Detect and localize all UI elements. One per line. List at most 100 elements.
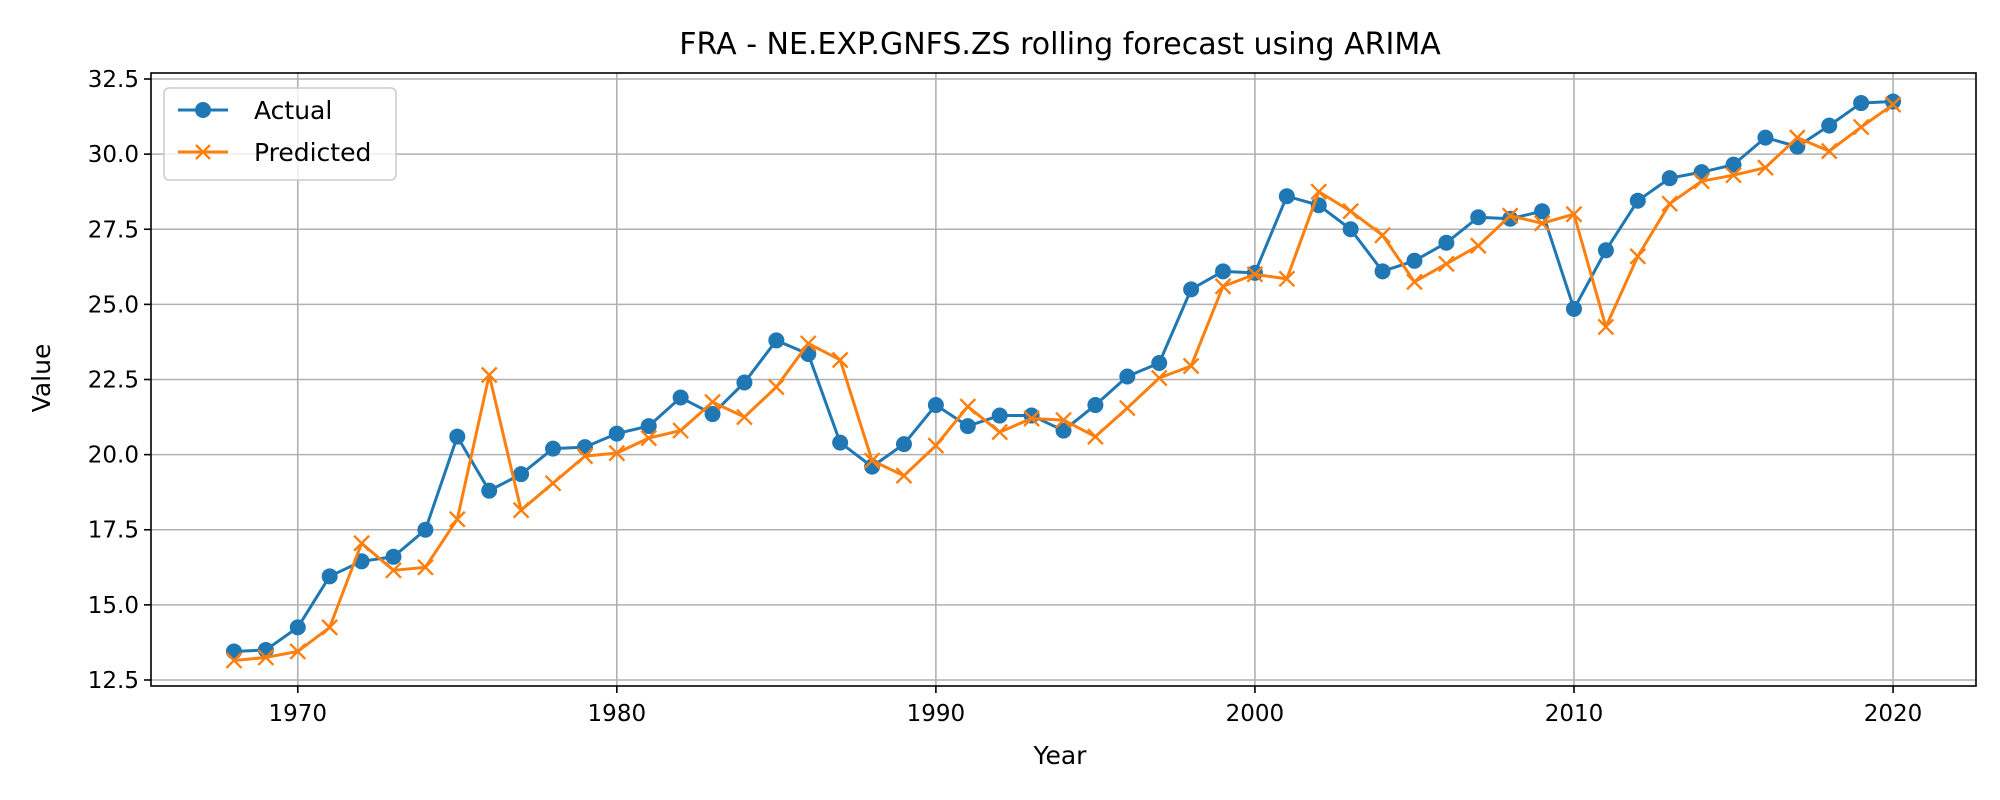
data-point-predicted: [1214, 277, 1232, 295]
data-point-actual: [1629, 192, 1646, 209]
data-point-actual: [1151, 354, 1168, 371]
data-point-actual: [417, 521, 434, 538]
data-point-actual: [1693, 164, 1710, 181]
legend-marker-predicted: [195, 144, 211, 160]
data-point-actual: [1119, 368, 1136, 385]
data-point-actual: [768, 332, 785, 349]
data-point-predicted: [1087, 428, 1104, 445]
data-point-predicted: [385, 561, 402, 579]
data-point-predicted: [576, 447, 594, 465]
data-point-actual: [672, 389, 689, 406]
data-point-predicted: [1629, 247, 1647, 265]
series: [225, 93, 1902, 669]
series-predicted: [225, 96, 1902, 669]
data-point-actual: [1757, 129, 1774, 146]
data-point-actual: [1342, 221, 1359, 238]
y-tick-label: 25.0: [88, 292, 139, 318]
data-point-predicted: [448, 510, 466, 528]
data-point-actual: [895, 436, 912, 453]
data-point-actual: [991, 407, 1008, 424]
data-point-actual: [1534, 203, 1551, 220]
data-point-predicted: [704, 393, 721, 411]
data-point-predicted: [1757, 159, 1774, 177]
data-point-actual: [1565, 300, 1582, 317]
data-point-actual: [1183, 281, 1200, 298]
data-point-actual: [321, 568, 338, 585]
y-tick-label: 17.5: [88, 518, 139, 544]
data-point-actual: [1055, 422, 1072, 439]
data-point-predicted: [1565, 205, 1583, 223]
x-tick-label: 2020: [1864, 701, 1923, 727]
x-tick-label: 1970: [268, 701, 327, 727]
data-point-actual: [736, 374, 753, 391]
data-point-predicted: [1182, 357, 1200, 375]
x-tick-label: 2000: [1226, 701, 1285, 727]
data-point-predicted: [1501, 207, 1519, 225]
legend-label-predicted: Predicted: [254, 138, 371, 167]
data-point-predicted: [1661, 195, 1679, 213]
data-point-actual: [513, 466, 530, 483]
data-point-actual: [1278, 188, 1295, 205]
data-point-predicted: [1246, 265, 1264, 283]
y-tick-label: 30.0: [88, 142, 139, 168]
data-point-actual: [1374, 263, 1391, 280]
data-point-actual: [576, 439, 593, 456]
y-tick-label: 20.0: [88, 443, 139, 469]
data-point-predicted: [1788, 129, 1806, 146]
legend-marker-actual: [195, 102, 211, 118]
data-point-actual: [1725, 156, 1742, 173]
data-point-predicted: [927, 437, 945, 454]
data-point-predicted: [512, 501, 530, 519]
data-point-predicted: [895, 467, 913, 485]
chart-title: FRA - NE.EXP.GNFS.ZS rolling forecast us…: [679, 27, 1441, 62]
data-point-predicted: [1374, 226, 1391, 244]
data-point-actual: [1853, 95, 1870, 112]
data-point-actual: [1438, 234, 1455, 251]
data-point-predicted: [768, 378, 785, 396]
data-point-actual: [1821, 117, 1838, 134]
data-point-predicted: [544, 474, 562, 492]
data-point-predicted: [640, 429, 658, 447]
data-point-predicted: [1438, 255, 1455, 273]
data-point-predicted: [480, 366, 498, 384]
data-point-predicted: [1693, 172, 1710, 190]
data-point-predicted: [863, 452, 881, 469]
y-tick-label: 15.0: [88, 593, 139, 619]
data-point-actual: [1215, 263, 1232, 280]
data-point-predicted: [353, 534, 370, 552]
grid: [151, 73, 1976, 686]
data-point-actual: [640, 418, 657, 435]
y-axis-label: Value: [27, 344, 56, 413]
data-point-predicted: [1597, 318, 1615, 336]
data-point-predicted: [1469, 237, 1487, 255]
data-point-actual: [927, 397, 944, 414]
data-point-predicted: [1118, 399, 1136, 417]
data-point-predicted: [1310, 183, 1328, 201]
data-point-predicted: [257, 649, 275, 666]
data-point-predicted: [991, 423, 1009, 441]
y-tick-label: 32.5: [88, 67, 139, 93]
data-point-actual: [1470, 209, 1487, 226]
data-point-predicted: [1023, 410, 1040, 427]
data-point-actual: [449, 428, 466, 445]
data-point-predicted: [736, 408, 753, 426]
data-point-predicted: [1820, 142, 1838, 160]
data-point-actual: [289, 619, 306, 636]
y-tick-label: 22.5: [88, 368, 139, 394]
data-point-predicted: [1884, 96, 1902, 113]
data-point-predicted: [1150, 369, 1168, 387]
y-tick-label: 27.5: [88, 217, 139, 243]
data-point-predicted: [289, 643, 307, 660]
x-axis-label: Year: [1033, 741, 1088, 770]
y-tick-label: 12.5: [88, 668, 139, 694]
x-tick-label: 2010: [1545, 701, 1604, 727]
data-point-predicted: [672, 422, 689, 439]
data-point-predicted: [1852, 118, 1870, 136]
data-point-actual: [832, 434, 849, 451]
data-point-predicted: [321, 619, 339, 636]
data-point-actual: [1087, 397, 1104, 414]
data-point-predicted: [1533, 214, 1551, 232]
data-point-actual: [225, 643, 242, 660]
data-point-actual: [1597, 242, 1614, 259]
